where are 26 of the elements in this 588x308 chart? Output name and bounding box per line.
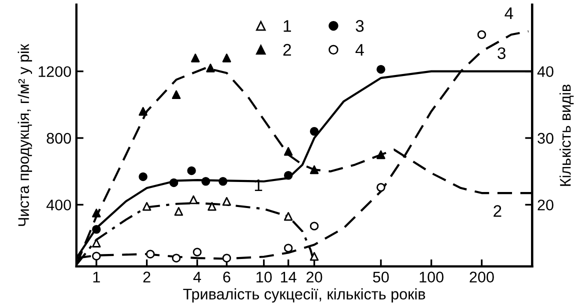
y2-tick-label: 20 [538, 200, 554, 210]
x-tick-label: 6 [223, 272, 230, 283]
annotation: 2 [494, 205, 502, 217]
y-tick-label: 400 [46, 200, 71, 210]
x-tick-label: 1 [93, 272, 100, 282]
y2-tick-label: 30 [538, 132, 554, 144]
legend-label: 2 [283, 44, 291, 56]
y2-tick-label: 40 [537, 66, 554, 78]
x-tick-label: 100 [420, 272, 444, 283]
legend-label: 4 [356, 44, 364, 56]
x-tick-label: 200 [470, 272, 494, 283]
annotation: 3 [498, 47, 506, 60]
x-tick-label: 20 [306, 272, 322, 283]
y2-axis-title: Кількість видів [560, 84, 574, 186]
y-tick-label: 1200 [38, 66, 71, 78]
y-tick-label: 800 [46, 132, 71, 144]
y-axis-title: Чиста продукція, г/м² у рік [18, 44, 32, 226]
x-tick-label: 4 [193, 272, 202, 282]
legend-label: 1 [284, 20, 291, 32]
x-tick-label: 50 [373, 272, 389, 283]
legend-label: 3 [356, 20, 364, 32]
x-tick-label: 10 [256, 272, 272, 283]
x-tick-label: 2 [143, 272, 150, 282]
x-tick-label: 14 [281, 272, 296, 282]
annotation: 4 [504, 7, 514, 19]
x-axis-title: Тривалість сукцесії, кількість років [183, 288, 426, 303]
